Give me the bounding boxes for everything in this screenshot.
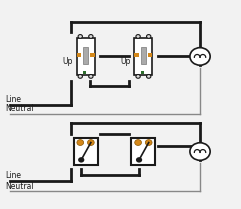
- Bar: [147, 53, 152, 57]
- Circle shape: [190, 48, 210, 65]
- Bar: [77, 38, 94, 75]
- Circle shape: [89, 34, 93, 38]
- Bar: [77, 53, 81, 57]
- Circle shape: [135, 140, 141, 145]
- Circle shape: [136, 34, 140, 38]
- Circle shape: [147, 75, 151, 78]
- Text: Neutral: Neutral: [5, 182, 33, 191]
- Bar: [134, 53, 139, 57]
- Circle shape: [145, 140, 152, 145]
- Circle shape: [89, 75, 93, 78]
- Bar: [141, 47, 146, 64]
- Circle shape: [78, 34, 82, 38]
- Bar: [90, 53, 94, 57]
- Text: Line: Line: [5, 95, 21, 104]
- Circle shape: [78, 157, 84, 163]
- Text: Neutral: Neutral: [5, 104, 33, 113]
- Circle shape: [136, 75, 140, 78]
- Bar: [131, 138, 155, 165]
- Bar: [83, 47, 88, 64]
- Bar: [74, 138, 98, 165]
- Circle shape: [78, 75, 82, 78]
- Circle shape: [147, 34, 151, 38]
- Text: Up: Up: [62, 57, 73, 66]
- Circle shape: [77, 140, 84, 145]
- Text: Up: Up: [120, 57, 131, 66]
- Circle shape: [190, 143, 210, 160]
- Bar: [83, 71, 86, 74]
- Circle shape: [136, 157, 142, 163]
- Bar: [134, 38, 152, 75]
- Bar: [141, 71, 144, 74]
- Circle shape: [87, 140, 94, 145]
- Text: Line: Line: [5, 171, 21, 180]
